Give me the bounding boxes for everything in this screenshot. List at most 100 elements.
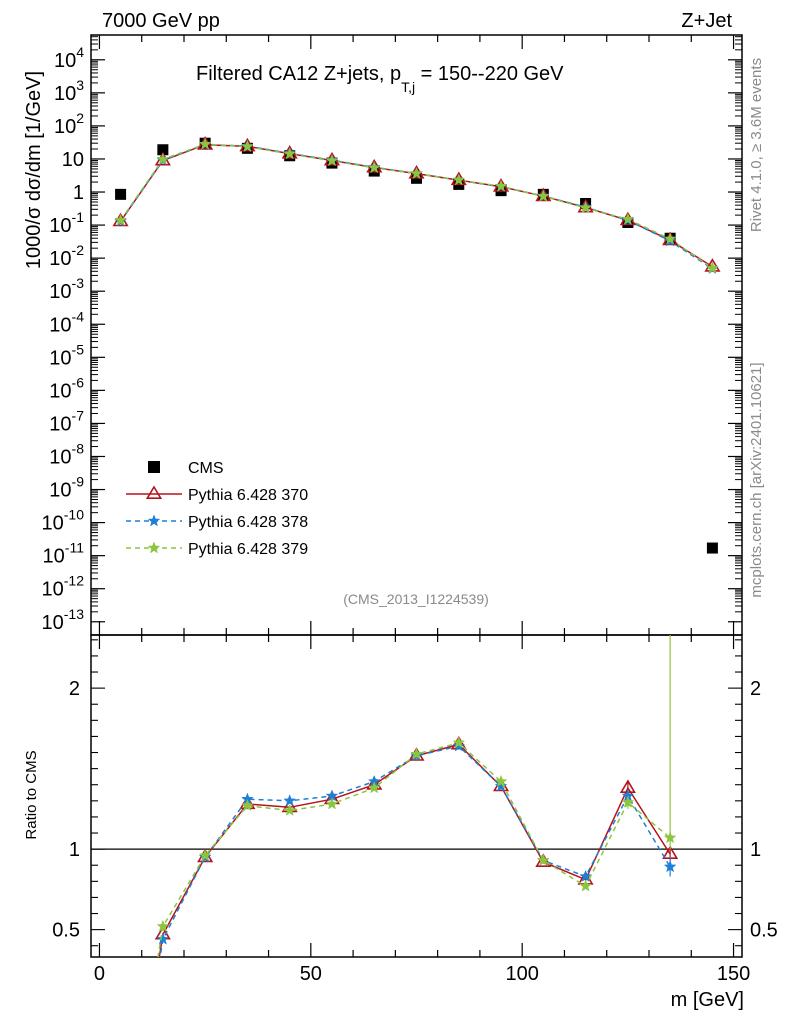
- series-line: [119, 143, 713, 270]
- ratio-point-star: [198, 848, 212, 861]
- ratio-series-clip: [154, 635, 679, 957]
- ratio-y-axis-label: Ratio to CMS: [23, 750, 40, 839]
- ratio-series-line: [159, 745, 671, 957]
- mc-point-star: [325, 154, 339, 167]
- mc-point-star: [156, 152, 170, 165]
- header-left: 7000 GeV pp: [102, 10, 220, 32]
- ratio-point-star: [536, 853, 550, 866]
- y-tick-label: 10-4: [49, 308, 84, 336]
- y-tick-label: 10-2: [49, 242, 84, 270]
- mc-point-star: [536, 189, 550, 202]
- mc-point-star: [706, 261, 719, 274]
- ratio-tick-labels: 0.5 0.5 1 1 2 2 0 50 100 150: [52, 678, 778, 985]
- ratio-point-star: [283, 794, 297, 807]
- ratio-point-star: [663, 831, 677, 844]
- ratio-y-tick-label: 0.5: [52, 920, 80, 942]
- series-line: [119, 143, 713, 269]
- main-series-layer: [112, 136, 721, 554]
- legend-label: Pythia 6.428 379: [188, 541, 308, 558]
- main-axis-ticks: [91, 35, 742, 635]
- mc-point-star: [241, 139, 254, 153]
- mc-point-star: [452, 173, 466, 186]
- y-tick-label: 10-12: [42, 573, 85, 601]
- main-title: Filtered CA12 Z+jets, pT,j = 150--220 Ge…: [196, 63, 564, 95]
- x-tick-label: 0: [94, 963, 105, 985]
- ratio-point-star: [325, 797, 339, 810]
- y-tick-label: 10-1: [49, 209, 84, 237]
- ratio-point-star: [241, 799, 254, 812]
- legend: CMS Pythia 6.428 370 Pythia 6.428 378 Pythi…: [126, 460, 308, 558]
- cms-data-point: [157, 144, 169, 156]
- y-tick-label: 104: [54, 44, 84, 72]
- y-tick-label: 10-3: [49, 275, 84, 303]
- y-tick-label: 10-10: [42, 507, 85, 535]
- main-title-tail: = 150--220 GeV: [415, 63, 564, 85]
- y-tick-label: 10-8: [49, 440, 84, 468]
- main-title-sub: T,j: [401, 79, 415, 95]
- legend-label: Pythia 6.428 378: [188, 514, 308, 531]
- mc-point-star: [621, 212, 635, 225]
- series-line: [119, 143, 713, 268]
- analysis-annotation: (CMS_2013_I1224539): [343, 591, 489, 607]
- ratio-point-star: [621, 795, 635, 808]
- ratio-axis-ticks: [91, 635, 742, 957]
- ratio-point-star: [283, 803, 297, 816]
- legend-label: CMS: [188, 460, 224, 477]
- mc-point-star: [198, 137, 212, 150]
- ratio-point-star: [156, 932, 170, 945]
- legend-marker-star: [147, 541, 161, 554]
- ratio-y-tick-label: 2: [69, 678, 80, 700]
- y-tick-label: 10-11: [43, 540, 85, 568]
- main-y-tick-labels: 10-1310-1210-1110-1010-910-810-710-610-5…: [42, 44, 85, 634]
- mc-point-star: [494, 179, 508, 192]
- ratio-series-layer: [154, 635, 679, 957]
- ratio-point-star: [156, 919, 170, 932]
- mc-point-star: [367, 161, 381, 174]
- mc-point-star: [663, 232, 677, 245]
- ratio-point-star: [452, 736, 466, 749]
- mcplots-label: mcplots.cern.ch [arXiv:2401.10621]: [748, 362, 765, 597]
- main-title-main: Filtered CA12 Z+jets, p: [196, 63, 401, 85]
- legend-marker-star: [147, 514, 161, 527]
- ratio-y-tick-label-right: 2: [750, 678, 761, 700]
- ratio-point-star: [579, 869, 592, 882]
- y-tick-label: 10-9: [49, 474, 84, 502]
- x-tick-label: 50: [300, 963, 322, 985]
- x-tick-label: 100: [505, 963, 538, 985]
- cms-data-point: [115, 188, 127, 200]
- ratio-y-tick-label-right: 0.5: [750, 920, 778, 942]
- ratio-series-line: [157, 742, 671, 957]
- main-y-axis-label: 1000/σ dσ/dm [1/GeV]: [23, 71, 45, 269]
- rivet-version-label: Rivet 4.1.0, ≥ 3.6M events: [748, 58, 765, 232]
- ratio-point-star: [410, 747, 423, 760]
- y-tick-label: 10-5: [49, 341, 84, 369]
- y-tick-label: 10-13: [42, 606, 85, 634]
- ratio-point-star: [579, 879, 592, 892]
- y-tick-label: 10: [62, 149, 84, 171]
- y-tick-label: 102: [54, 110, 84, 138]
- legend-marker-square: [148, 461, 160, 473]
- x-axis-label: m [GeV]: [671, 989, 744, 1011]
- legend-label: Pythia 6.428 370: [188, 487, 308, 504]
- y-tick-label: 10-7: [49, 407, 84, 435]
- ratio-point-star: [494, 779, 508, 792]
- header-right: Z+Jet: [681, 10, 732, 32]
- ratio-panel-frame: [90, 634, 743, 958]
- ratio-point-star: [663, 860, 677, 873]
- y-tick-label: 103: [54, 77, 84, 105]
- ratio-point-star: [494, 774, 508, 787]
- cms-data-point: [706, 542, 718, 554]
- ratio-y-tick-label-right: 1: [750, 839, 761, 861]
- ratio-series-line: [158, 743, 671, 957]
- legend-marker-triangle: [145, 485, 163, 500]
- ratio-y-tick-label: 1: [69, 839, 80, 861]
- mc-point-star: [114, 213, 127, 226]
- ratio-point-star: [367, 781, 381, 794]
- x-tick-label: 150: [717, 963, 750, 985]
- mc-point-star: [410, 166, 423, 180]
- mc-point-star: [283, 147, 297, 160]
- y-tick-label: 1: [73, 182, 84, 204]
- y-tick-label: 10-6: [49, 374, 84, 402]
- mc-point-star: [579, 201, 592, 214]
